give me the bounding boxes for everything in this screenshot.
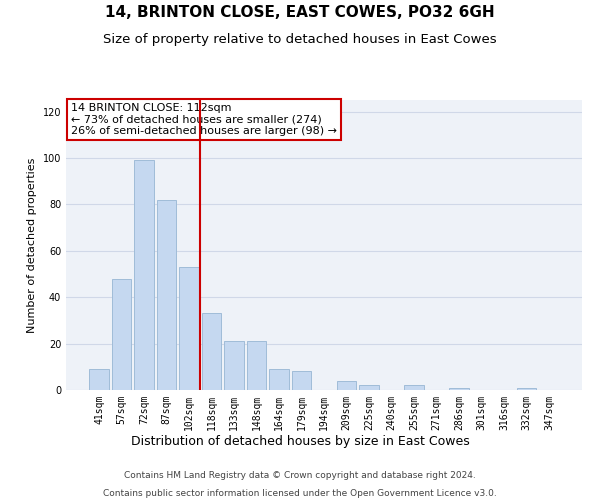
Bar (202, 314, 221, 390)
Text: Contains public sector information licensed under the Open Government Licence v3: Contains public sector information licen… (103, 488, 497, 498)
Bar (179, 267, 199, 390)
Bar (449, 388, 469, 390)
Y-axis label: Number of detached properties: Number of detached properties (27, 158, 37, 332)
Bar (247, 342, 266, 390)
Text: Distribution of detached houses by size in East Cowes: Distribution of detached houses by size … (131, 435, 469, 448)
Bar (404, 386, 424, 390)
Bar (517, 388, 536, 390)
Bar (359, 386, 379, 390)
Bar (269, 369, 289, 390)
Bar (89, 369, 109, 390)
Bar (134, 160, 154, 390)
Text: Contains HM Land Registry data © Crown copyright and database right 2024.: Contains HM Land Registry data © Crown c… (124, 471, 476, 480)
Text: 14, BRINTON CLOSE, EAST COWES, PO32 6GH: 14, BRINTON CLOSE, EAST COWES, PO32 6GH (105, 5, 495, 20)
Bar (157, 200, 176, 390)
Bar (292, 372, 311, 390)
Text: 14 BRINTON CLOSE: 112sqm
← 73% of detached houses are smaller (274)
26% of semi-: 14 BRINTON CLOSE: 112sqm ← 73% of detach… (71, 103, 337, 136)
Bar (224, 342, 244, 390)
Bar (112, 278, 131, 390)
Text: Size of property relative to detached houses in East Cowes: Size of property relative to detached ho… (103, 32, 497, 46)
Bar (337, 380, 356, 390)
